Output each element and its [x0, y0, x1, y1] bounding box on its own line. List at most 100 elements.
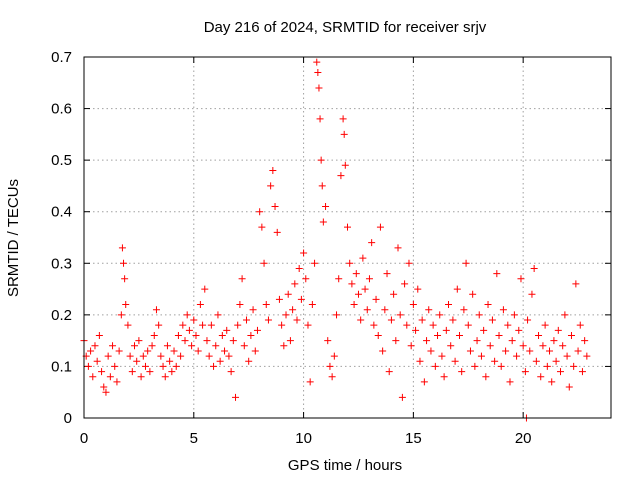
data-point — [192, 331, 200, 339]
data-point — [385, 368, 393, 376]
data-point — [504, 321, 512, 329]
data-point — [488, 316, 496, 324]
data-point — [102, 388, 110, 396]
data-point — [295, 264, 303, 272]
data-point — [574, 347, 582, 355]
data-point — [398, 393, 406, 401]
data-point — [480, 326, 488, 334]
data-point — [359, 254, 367, 262]
data-point — [210, 362, 218, 370]
data-point — [464, 321, 472, 329]
data-point — [282, 311, 290, 319]
data-point — [253, 326, 261, 334]
data-point — [387, 316, 395, 324]
data-point — [396, 311, 404, 319]
data-point — [436, 311, 444, 319]
data-point — [352, 270, 360, 278]
data-point — [466, 347, 474, 355]
data-point — [174, 331, 182, 339]
y-tick-label: 0.5 — [51, 152, 72, 169]
data-point — [89, 373, 97, 381]
data-point — [416, 357, 424, 365]
data-point — [293, 316, 301, 324]
data-point — [84, 362, 92, 370]
data-point — [262, 301, 270, 309]
data-point — [212, 342, 220, 350]
y-tick-label: 0.6 — [51, 101, 72, 118]
data-point — [91, 342, 99, 350]
data-point — [390, 290, 398, 298]
data-point — [546, 347, 554, 355]
data-point — [475, 311, 483, 319]
data-point — [324, 337, 332, 345]
data-point — [330, 352, 338, 360]
data-point — [284, 290, 292, 298]
data-point — [340, 130, 348, 138]
data-point — [420, 378, 428, 386]
data-point — [344, 223, 351, 231]
data-point — [98, 368, 106, 376]
data-point — [238, 275, 246, 283]
data-point — [486, 342, 494, 350]
data-point — [313, 58, 321, 66]
data-point — [445, 301, 453, 309]
data-point — [225, 352, 233, 360]
data-point — [414, 285, 422, 293]
data-point — [363, 306, 371, 314]
data-point — [519, 342, 527, 350]
data-point — [273, 228, 281, 236]
data-point — [291, 280, 299, 288]
x-tick-label: 0 — [80, 430, 88, 447]
data-point — [427, 347, 435, 355]
data-point — [93, 357, 101, 365]
data-point — [578, 368, 586, 376]
chart-title: Day 216 of 2024, SRMTID for receiver srj… — [204, 19, 487, 36]
data-point — [449, 316, 457, 324]
data-point — [510, 311, 518, 319]
data-point — [530, 264, 538, 272]
data-point — [346, 259, 354, 267]
data-point — [183, 311, 191, 319]
data-point — [304, 321, 312, 329]
data-point — [506, 378, 514, 386]
data-point — [117, 311, 125, 319]
data-point — [121, 275, 129, 283]
data-point — [275, 295, 283, 303]
data-point — [161, 373, 169, 381]
data-point — [115, 347, 123, 355]
data-point — [234, 321, 242, 329]
data-point — [515, 326, 523, 334]
data-point — [552, 357, 560, 365]
data-point — [409, 301, 417, 309]
data-point — [196, 301, 204, 309]
data-point — [508, 337, 516, 345]
data-point — [137, 373, 145, 381]
y-tick-label: 0.1 — [51, 358, 72, 375]
data-point — [528, 290, 536, 298]
x-tick-label: 20 — [515, 430, 532, 447]
data-point — [148, 342, 156, 350]
data-point — [245, 357, 253, 365]
data-point — [354, 290, 362, 298]
data-point — [269, 166, 277, 174]
data-point — [256, 208, 264, 216]
data-point — [513, 352, 521, 360]
data-point — [333, 311, 341, 319]
data-point — [405, 259, 413, 267]
data-point — [159, 362, 167, 370]
data-point — [341, 161, 349, 169]
data-point — [100, 383, 108, 391]
data-point — [543, 362, 551, 370]
data-point — [550, 337, 558, 345]
data-point — [576, 321, 584, 329]
data-point — [122, 301, 130, 309]
data-point — [152, 306, 160, 314]
data-point — [95, 331, 103, 339]
grid-lines — [84, 57, 611, 418]
data-point — [460, 306, 468, 314]
data-point — [135, 337, 143, 345]
data-point — [535, 331, 543, 339]
data-point — [139, 352, 147, 360]
data-point — [493, 270, 501, 278]
data-point — [155, 321, 163, 329]
